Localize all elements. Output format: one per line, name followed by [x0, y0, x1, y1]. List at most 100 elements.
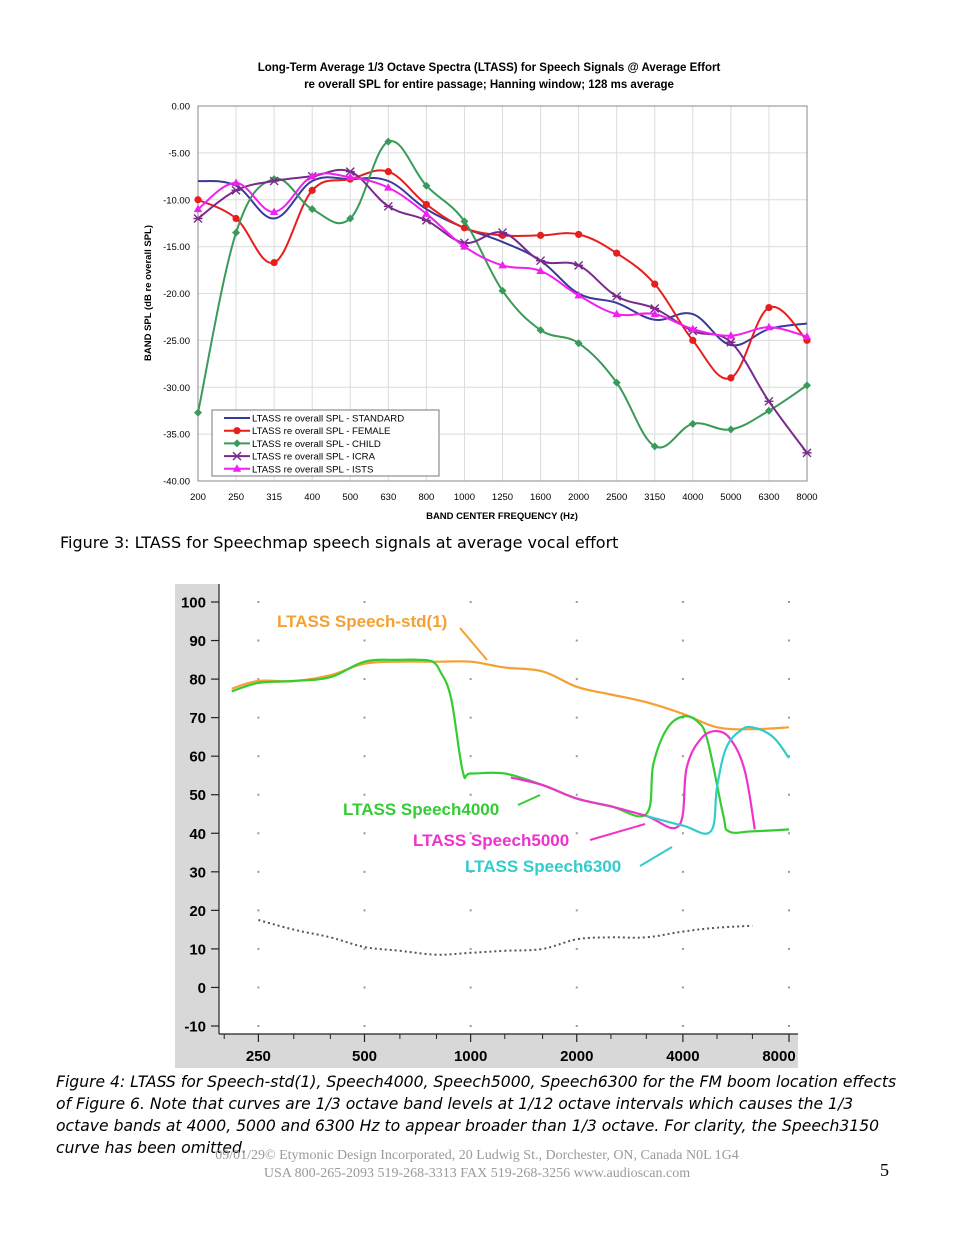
grid-dot: [257, 601, 260, 603]
y-tick-label: 50: [189, 787, 206, 804]
series-line: [231, 658, 790, 834]
grid-dot: [788, 1025, 790, 1027]
data-point: [765, 303, 773, 312]
data-point: [346, 214, 355, 223]
legend-entry: LTASS re overall SPL - STANDARD: [252, 414, 404, 425]
grid-dot: [681, 755, 684, 758]
legend-entry: LTASS re overall SPL - CHILD: [252, 439, 381, 450]
legend: LTASS re overall SPL - STANDARD LTASS re …: [211, 409, 440, 477]
grid-dot: [788, 870, 790, 873]
y-tick-label: -15.00: [163, 242, 190, 253]
grid-dot: [257, 716, 260, 719]
x-tick-label: 4000: [666, 1048, 699, 1065]
data-point: [802, 332, 812, 340]
legend-marker: [232, 464, 242, 472]
data-point: [422, 209, 431, 217]
data-point: [460, 217, 469, 226]
grid-dot: [257, 947, 260, 950]
grid-dot: [681, 909, 684, 912]
x-axis-ticks: 250 500 1000 2000 4000 8000: [219, 1033, 798, 1065]
grid-dot: [257, 678, 260, 681]
data-point: [231, 185, 241, 195]
grid-dot: [681, 601, 684, 603]
grid-dot: [469, 986, 472, 989]
data-point: [612, 291, 622, 301]
x-tick-label: 250: [228, 492, 244, 503]
page-number: 5: [880, 1160, 889, 1180]
noise-floor-line: [258, 919, 753, 956]
data-point: [536, 256, 546, 266]
grid-dot: [363, 601, 366, 603]
grid-dot: [363, 639, 366, 642]
data-point: [688, 419, 697, 428]
grid-dot: [681, 832, 684, 835]
y-tick-label: 20: [189, 903, 206, 920]
grid-dot: [681, 986, 684, 989]
grid-dot: [469, 870, 472, 873]
footer: 09/01/29© Etymonic Design Incorporated, …: [0, 1147, 954, 1183]
figure-4-caption: Figure 4: LTASS for Speech-std(1), Speec…: [56, 1073, 897, 1157]
grid-dot: [469, 601, 472, 603]
leader-line: [589, 823, 646, 841]
curve-labels: LTASS Speech-std(1) LTASS Speech4000 LTASS…: [277, 612, 673, 876]
x-tick-label: 3150: [644, 492, 665, 503]
y-tick-label: 0.00: [172, 102, 191, 113]
data-point: [270, 258, 278, 267]
figure-3-caption: Figure 3: LTASS for Speechmap speech sig…: [60, 533, 619, 552]
grid-dot: [788, 678, 790, 681]
grid-dot: [681, 1025, 684, 1027]
data-point: [803, 381, 811, 390]
leader-line: [517, 794, 541, 806]
data-point: [650, 309, 659, 318]
y-tick-label: 10: [189, 941, 206, 958]
data-point: [345, 167, 355, 177]
y-tick-label: -40.00: [163, 477, 190, 488]
grid-dot: [681, 947, 684, 950]
grid-dot: [788, 909, 790, 912]
data-point: [726, 337, 736, 347]
data-point: [308, 205, 317, 214]
grid-dot: [788, 755, 790, 758]
grid-dot: [257, 793, 260, 796]
grid-dot: [257, 909, 260, 912]
grid-dot: [575, 947, 578, 950]
data-point: [536, 326, 545, 335]
data-point: [575, 230, 583, 239]
x-tick-label: 630: [380, 492, 396, 503]
grid-dot: [363, 986, 366, 989]
grid-dot: [363, 870, 366, 873]
data-point: [650, 304, 660, 313]
data-point: [422, 181, 431, 190]
grid-dot: [788, 986, 790, 989]
x-tick-label: 1250: [492, 492, 513, 503]
grid-dot: [575, 678, 578, 681]
data-point: [726, 331, 736, 339]
y-tick-label: -20.00: [163, 289, 190, 300]
data-point: [688, 324, 698, 333]
grid-dot: [257, 870, 260, 873]
grid-dot: [257, 1025, 260, 1027]
grid-dot: [575, 909, 578, 912]
grid-dot: [363, 1025, 366, 1027]
x-tick-label: 315: [266, 492, 282, 503]
data-point: [269, 207, 279, 215]
data-point: [727, 374, 735, 382]
data-point: [536, 266, 545, 274]
grid-dot: [575, 601, 578, 603]
x-tick-label: 800: [418, 492, 434, 503]
y-tick-label: -5.00: [168, 148, 190, 159]
grid-dot: [681, 678, 684, 681]
data-point: [384, 183, 393, 191]
y-tick-label: 30: [189, 864, 206, 881]
grid-dot: [575, 793, 578, 796]
y-tick-label: 0: [198, 980, 206, 997]
grid-dot: [575, 755, 578, 758]
grid-dot: [469, 909, 472, 912]
data-point: [764, 396, 774, 406]
y-axis-ticks: 0.00 -5.00 -10.00 -15.00 -20.00 -25.00 -30.00 -…: [163, 102, 190, 488]
grid-dot: [363, 716, 366, 719]
x-tick-label: 2000: [568, 492, 589, 503]
x-tick-label: 200: [190, 492, 206, 503]
x-axis-ticks: 200 250 315 400 500 630 800 1000 1250 1600 2000 250…: [190, 492, 818, 503]
